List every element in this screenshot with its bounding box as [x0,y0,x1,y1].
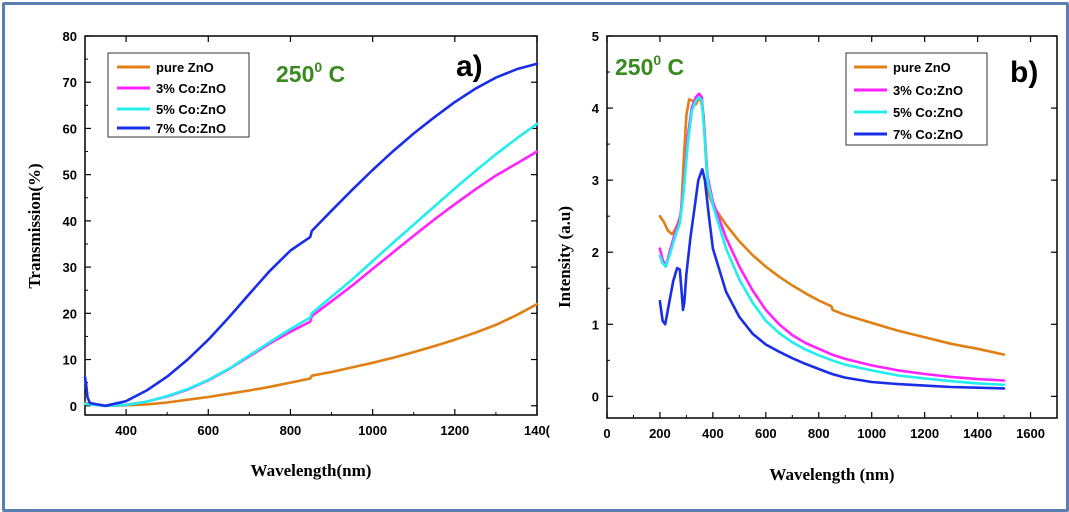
legend-a: pure ZnO 3% Co:ZnO 5% Co:ZnO 7% Co:ZnO [107,52,250,138]
panel-label-a: a) [456,50,483,83]
x-tick-label-a-0: 400 [115,423,137,438]
panel-label-b: b) [1010,56,1038,89]
y-tick-label-b-5: 5 [592,29,599,44]
y-tick-label-a-1: 10 [63,353,77,368]
y-tick-label-a-4: 40 [63,214,77,229]
series-group-b [658,92,1006,390]
legend-label-b-0: pure ZnO [893,60,951,75]
y-tick-label-b-2: 2 [592,245,599,260]
y-tick-label-b-3: 3 [592,173,599,188]
legend-label-a-0: pure ZnO [156,60,214,75]
series-line-a-0 [83,302,539,408]
temperature-unit-a: C [322,61,345,87]
panel-b: 0 200 400 600 800 1000 1200 1400 1600 0 1 2 3 4 5 pure… [555,29,1058,484]
y-axis-title-b: Intensity (a.u) [555,206,574,308]
x-tick-label-b-6: 1200 [910,426,939,441]
x-tick-label-a-3: 1000 [358,423,387,438]
legend-b: pure ZnO 3% Co:ZnO 5% Co:ZnO 7% Co:ZnO [845,52,988,146]
x-tick-label-a-4: 1200 [440,423,469,438]
legend-label-b-3: 7% Co:ZnO [893,127,963,142]
x-axis-title-a: Wavelength(nm) [251,461,372,480]
x-tick-label-b-3: 600 [755,426,777,441]
x-axis-title-b: Wavelength (nm) [769,465,894,484]
legend-label-a-2: 5% Co:ZnO [156,102,226,117]
x-tick-label-a-5: 140( [524,423,551,438]
legend-label-a-3: 7% Co:ZnO [156,121,226,136]
x-tick-label-b-1: 200 [649,426,671,441]
y-tick-label-b-0: 0 [592,389,599,404]
series-line-a-3 [83,62,539,408]
panel-a: 400 600 800 1000 1200 140( 0 10 20 30 40 50 60 70 80 p… [25,29,551,480]
legend-label-b-2: 5% Co:ZnO [893,105,963,120]
y-tick-label-a-3: 30 [63,260,77,275]
axes-b: 0 200 400 600 800 1000 1200 1400 1600 0 1 2 3 4 5 [592,29,1057,441]
x-tick-label-b-5: 1000 [857,426,886,441]
y-tick-label-a-6: 60 [63,121,77,136]
x-tick-label-a-2: 800 [280,423,302,438]
y-tick-label-a-7: 70 [63,75,77,90]
y-tick-label-a-8: 80 [63,29,77,44]
legend-label-a-1: 3% Co:ZnO [156,81,226,96]
x-tick-label-b-7: 1400 [963,426,992,441]
x-tick-label-b-8: 1600 [1016,426,1045,441]
y-tick-label-a-5: 50 [63,168,77,183]
series-line-a-2 [83,122,539,408]
x-tick-label-b-2: 400 [702,426,724,441]
x-tick-label-b-4: 800 [808,426,830,441]
temperature-base-b: 250 [615,54,653,80]
x-tick-label-a-1: 600 [197,423,219,438]
temperature-unit-b: C [661,54,684,80]
series-line-b-3 [658,168,1006,390]
temperature-annotation-a: 2500 C [276,59,345,87]
temperature-base-a: 250 [276,61,314,87]
temperature-sup-b: 0 [653,52,661,68]
y-axis-title-a: Transmission(%) [25,163,44,288]
axes-a: 400 600 800 1000 1200 140( 0 10 20 30 40 50 60 70 80 [63,29,551,438]
temperature-sup-a: 0 [314,59,322,75]
y-tick-label-b-1: 1 [592,317,599,332]
y-tick-label-a-0: 0 [70,399,77,414]
series-line-b-2 [658,96,1006,387]
series-group-a [83,62,539,408]
y-tick-label-a-2: 20 [63,306,77,321]
temperature-annotation-b: 2500 C [615,52,684,80]
legend-label-b-1: 3% Co:ZnO [893,83,963,98]
y-tick-label-b-4: 4 [592,101,600,116]
x-tick-label-b-0: 0 [603,426,610,441]
